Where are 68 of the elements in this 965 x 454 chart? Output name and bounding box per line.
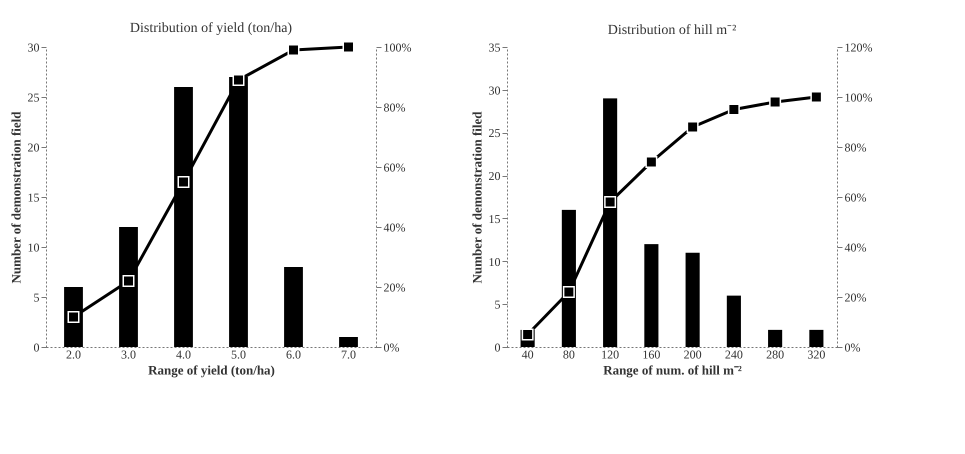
bar <box>768 330 782 347</box>
x-tick-label: 80 <box>562 348 575 362</box>
x-tick-label: 7.0 <box>341 348 356 362</box>
y2-tick-label: 20% <box>844 290 866 304</box>
bar <box>726 296 741 347</box>
x-tick-label: 5.0 <box>231 348 246 362</box>
y2-tick-label: 40% <box>384 220 406 234</box>
y2-tick-label: 60% <box>384 160 406 174</box>
y-tick-label: 15 <box>28 190 40 204</box>
x-tick-label: 3.0 <box>121 348 136 362</box>
y2-tick-label: 120% <box>844 40 872 54</box>
point <box>728 104 740 116</box>
x-tick-label: 4.0 <box>176 348 191 362</box>
x-tick-label: 6.0 <box>286 348 301 362</box>
point <box>604 196 616 208</box>
y-tick-label: 20 <box>488 169 500 184</box>
y2-tick-label: 100% <box>844 90 872 104</box>
y2-tick-label: 0% <box>844 340 860 354</box>
bar <box>809 330 824 347</box>
y2-tick-label: 60% <box>844 190 866 204</box>
y-tick-label: 25 <box>28 90 40 104</box>
x-tick-label: 40 <box>522 348 534 362</box>
point <box>288 44 300 56</box>
y-axis-title: Number of demonstration field <box>8 110 24 284</box>
x-axis-title: Range of num. of hill m⁻² <box>603 362 742 378</box>
y2-tick-label: 80% <box>384 100 406 114</box>
y-tick-label: 10 <box>28 240 40 254</box>
y2-tick-label: 20% <box>384 280 406 294</box>
y-tick-label: 30 <box>488 83 500 98</box>
x-tick-label: 280 <box>766 348 784 362</box>
point <box>232 74 244 86</box>
chart-title: Distribution of yield (ton/ha) <box>130 20 292 36</box>
point <box>686 121 699 133</box>
bar <box>339 337 358 347</box>
y-tick-label: 0 <box>494 340 500 354</box>
y-axis-title: Number of demonstration filed <box>470 110 484 284</box>
point <box>769 96 782 108</box>
y-tick-label: 5 <box>494 298 500 312</box>
bar <box>686 252 700 347</box>
point <box>68 311 80 323</box>
bar <box>644 244 658 347</box>
y-tick-label: 25 <box>488 126 500 140</box>
y2-tick-label: 40% <box>844 240 866 254</box>
point <box>122 275 134 287</box>
x-axis-title: Range of yield (ton/ha) <box>148 362 275 378</box>
bar <box>284 267 303 347</box>
y-tick-label: 15 <box>488 212 500 226</box>
y2-tick-label: 0% <box>384 340 400 354</box>
point <box>810 91 822 103</box>
x-tick-label: 320 <box>807 348 826 362</box>
y-tick-label: 5 <box>34 290 40 304</box>
y-tick-label: 30 <box>28 40 40 54</box>
point <box>178 176 190 188</box>
y2-tick-label: 80% <box>844 140 866 154</box>
point <box>342 41 354 53</box>
x-tick-label: 2.0 <box>66 348 81 362</box>
y-tick-label: 0 <box>34 340 40 354</box>
x-tick-label: 200 <box>684 348 702 362</box>
x-tick-label: 160 <box>642 348 660 362</box>
chart-title: Distribution of hill m⁻² <box>608 23 736 38</box>
y-tick-label: 35 <box>488 40 500 54</box>
point <box>562 286 575 298</box>
x-tick-label: 240 <box>724 348 743 362</box>
y-tick-label: 20 <box>28 140 40 154</box>
point <box>645 156 658 168</box>
y-tick-label: 10 <box>488 254 500 269</box>
x-tick-label: 120 <box>601 348 620 362</box>
y2-tick-label: 100% <box>384 40 412 54</box>
